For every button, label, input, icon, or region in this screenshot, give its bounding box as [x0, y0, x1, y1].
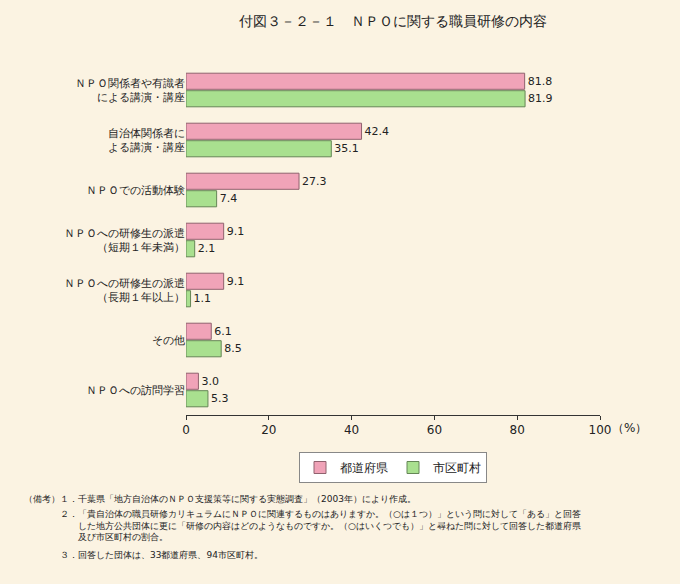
svg-text:42.4: 42.4 [365, 125, 390, 138]
svg-text:ＮＰＯへの研修生の派遣（長期１年以上）: ＮＰＯへの研修生の派遣（長期１年以上） [64, 277, 185, 304]
svg-text:ＮＰＯへの研修生の派遣（短期１年未満）: ＮＰＯへの研修生の派遣（短期１年未満） [64, 227, 185, 254]
svg-text:81.9: 81.9 [528, 92, 553, 105]
svg-text:ＮＰＯへの訪問学習: ＮＰＯへの訪問学習 [86, 384, 185, 397]
svg-text:その他: その他 [152, 334, 185, 347]
svg-text:ＮＰＯでの活動体験: ＮＰＯでの活動体験 [86, 184, 185, 197]
svg-text:市区町村: 市区町村 [433, 461, 481, 475]
svg-text:5.3: 5.3 [211, 392, 229, 405]
svg-text:0: 0 [182, 423, 190, 437]
svg-text:80: 80 [510, 423, 525, 437]
svg-text:60: 60 [427, 423, 442, 437]
svg-text:40: 40 [344, 423, 359, 437]
svg-text:9.1: 9.1 [227, 275, 245, 288]
svg-text:（備考）１．千葉県「地方自治体のＮＰＯ支援策等に関する実態調: （備考）１．千葉県「地方自治体のＮＰＯ支援策等に関する実態調査」（2003年）に… [24, 494, 416, 504]
svg-text:1.1: 1.1 [194, 292, 212, 305]
svg-text:100: 100 [589, 423, 612, 437]
svg-text:付図３－２－１ ＮＰＯに関する職員研修の内容: 付図３－２－１ ＮＰＯに関する職員研修の内容 [238, 13, 547, 29]
svg-text:ＮＰＯ関係者や有識者による講演・講座: ＮＰＯ関係者や有識者による講演・講座 [75, 77, 185, 104]
svg-text:（%）: （%） [612, 421, 647, 435]
svg-text:2.1: 2.1 [198, 242, 216, 255]
svg-text:３．回答した団体は、33都道府県、94市区町村。: ３．回答した団体は、33都道府県、94市区町村。 [24, 550, 263, 560]
svg-text:3.0: 3.0 [201, 375, 219, 388]
svg-text:27.3: 27.3 [302, 175, 327, 188]
svg-text:81.8: 81.8 [528, 75, 553, 88]
svg-text:6.1: 6.1 [214, 325, 232, 338]
svg-text:20: 20 [261, 423, 276, 437]
svg-text:都道府県: 都道府県 [340, 461, 388, 475]
svg-text:35.1: 35.1 [334, 142, 359, 155]
svg-text:２．「貴自治体の職員研修カリキュラムにＮＰＯに関連するものは: ２．「貴自治体の職員研修カリキュラムにＮＰＯに関連するものはありますか。（○は１… [24, 509, 581, 542]
svg-text:7.4: 7.4 [220, 192, 238, 205]
svg-text:自治体関係者による講演・講座: 自治体関係者による講演・講座 [108, 127, 185, 154]
svg-text:8.5: 8.5 [224, 342, 242, 355]
svg-text:9.1: 9.1 [227, 225, 245, 238]
